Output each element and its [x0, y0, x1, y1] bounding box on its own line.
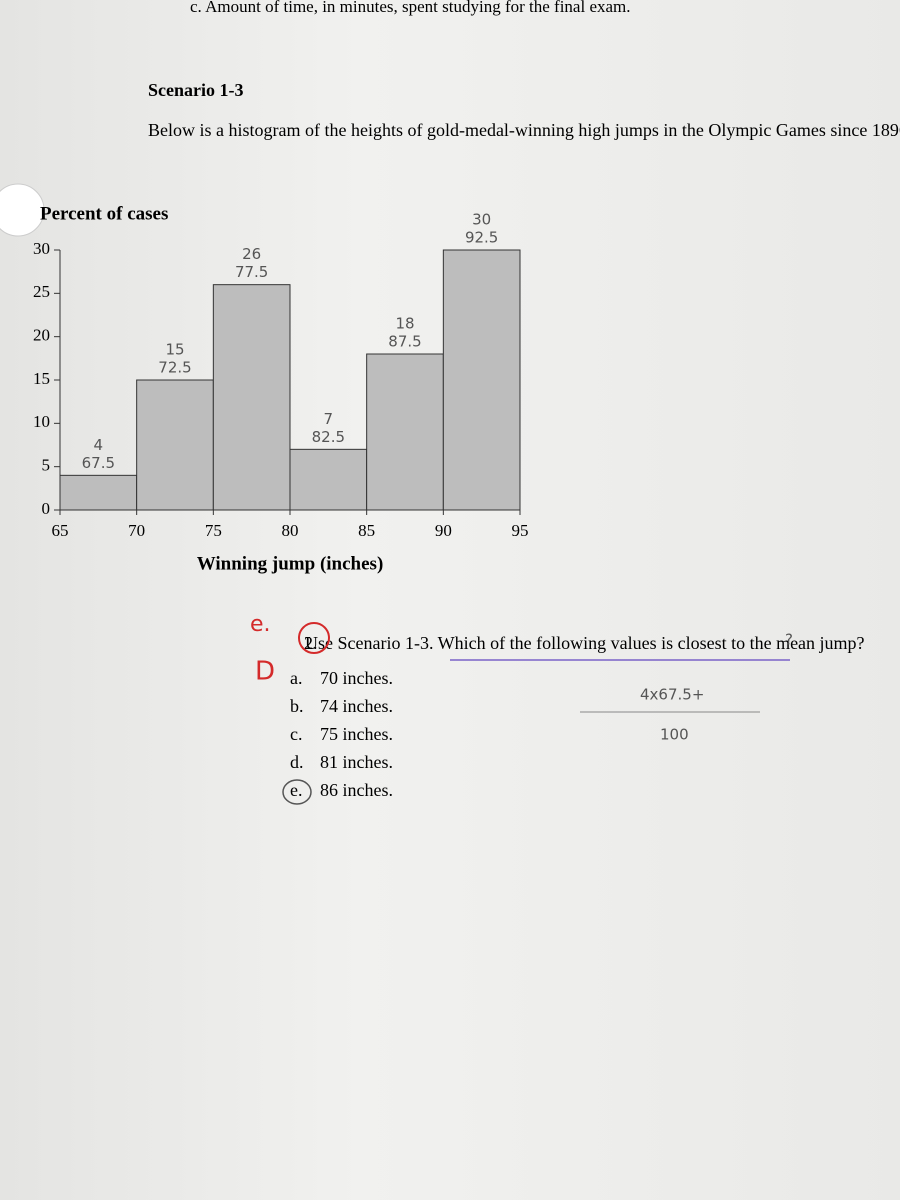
x-tick-label: 80 [282, 521, 299, 540]
hand-work: 4x67.5+ [640, 686, 704, 704]
question-number: 2. [304, 633, 318, 653]
binder-hole [0, 183, 45, 237]
bar [289, 448, 368, 511]
hand-count: 26 [242, 245, 261, 263]
hand-midpoint: 77.5 [235, 263, 268, 281]
x-tick-label: 65 [52, 521, 69, 540]
x-tick-label: 95 [512, 521, 529, 540]
bar [442, 249, 521, 511]
option-letter: d. [290, 752, 304, 772]
answer-circle [282, 779, 312, 805]
scenario-intro: Below is a histogram of the heights of g… [148, 120, 900, 140]
bar [366, 353, 444, 511]
hand-midpoint: 67.5 [82, 454, 115, 472]
y-tick-label: 20 [33, 326, 50, 345]
y-axis-label: Percent of cases [40, 203, 168, 224]
hand-midpoint: 92.5 [465, 229, 498, 247]
circle-mark [298, 622, 330, 654]
bar [136, 379, 214, 511]
option-text: 75 inches. [320, 724, 393, 744]
x-tick-label: 75 [205, 521, 222, 540]
option-letter: e. [290, 780, 303, 800]
hand-count: 4 [94, 436, 104, 454]
y-tick-label: 0 [42, 499, 51, 518]
hand-count: 7 [324, 410, 334, 428]
hand-count: 15 [165, 341, 184, 359]
x-tick-label: 90 [435, 521, 452, 540]
option-text: 81 inches. [320, 752, 393, 772]
y-tick-label: 10 [33, 412, 50, 431]
x-tick-label: 85 [358, 521, 375, 540]
option-letter: b. [290, 696, 304, 716]
option-letter: c. [290, 724, 303, 744]
hand-answer: e. [250, 612, 271, 637]
scenario-title: Scenario 1-3 [148, 80, 243, 100]
y-tick-label: 15 [33, 369, 50, 388]
hand-divisor: 100 [660, 726, 689, 744]
option-letter: a. [290, 668, 303, 688]
option-text: 70 inches. [320, 668, 393, 688]
hand-midpoint: 87.5 [388, 333, 421, 351]
bar [59, 474, 138, 511]
x-axis-label: Winning jump (inches) [197, 553, 384, 574]
option-text: 74 inches. [320, 696, 393, 716]
hand-count: 18 [395, 315, 414, 333]
header-fragment: c. Amount of time, in minutes, spent stu… [190, 0, 631, 16]
hand-count: 30 [472, 211, 491, 229]
hand-query: ? [785, 631, 793, 649]
question-text: Use Scenario 1-3. Which of the following… [305, 633, 865, 653]
y-tick-label: 25 [33, 282, 50, 301]
bar [212, 284, 291, 511]
y-tick-label: 30 [33, 239, 50, 258]
hand-midpoint: 82.5 [312, 428, 345, 446]
hand-crossed: D [255, 657, 275, 687]
option-text: 86 inches. [320, 780, 393, 800]
x-tick-label: 70 [128, 521, 145, 540]
y-tick-label: 5 [42, 456, 51, 475]
hand-midpoint: 72.5 [158, 359, 191, 377]
